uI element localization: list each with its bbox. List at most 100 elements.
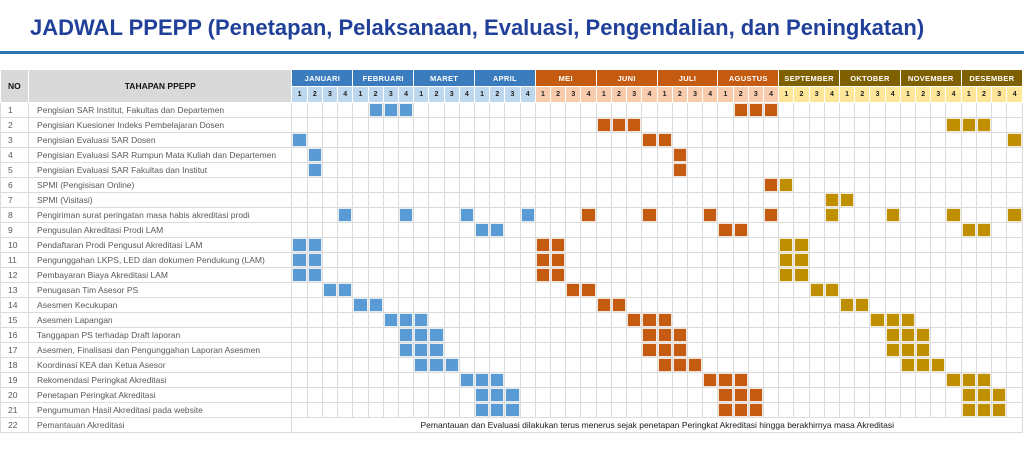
gantt-filled-cell [291, 252, 308, 268]
gantt-empty-cell [656, 192, 673, 208]
task-number: 14 [0, 297, 30, 313]
gantt-empty-cell [504, 372, 521, 388]
gantt-empty-cell [793, 117, 810, 133]
gantt-empty-cell [717, 252, 734, 268]
week-number-header: 2 [671, 86, 688, 103]
task-label: Asesmen, Finalisasi dan Pengunggahan Lap… [28, 342, 293, 358]
gantt-empty-cell [352, 402, 369, 418]
gantt-empty-cell [945, 342, 962, 358]
gantt-empty-cell [717, 342, 734, 358]
gantt-empty-cell [823, 147, 841, 163]
gantt-empty-cell [626, 192, 643, 208]
gantt-empty-cell [991, 132, 1008, 148]
gantt-empty-cell [747, 147, 764, 163]
gantt-empty-cell [884, 372, 901, 388]
gantt-empty-cell [991, 117, 1008, 133]
gantt-empty-cell [550, 117, 567, 133]
month-header-september: SEPTEMBER [778, 69, 841, 87]
gantt-empty-cell [793, 132, 810, 148]
gantt-empty-cell [762, 132, 780, 148]
gantt-filled-cell [793, 237, 810, 253]
gantt-filled-cell [473, 372, 491, 388]
gantt-empty-cell [671, 402, 688, 418]
gantt-empty-cell [595, 282, 612, 298]
gantt-empty-cell [519, 312, 536, 328]
gantt-empty-cell [367, 267, 384, 283]
gantt-empty-cell [306, 342, 323, 358]
gantt-empty-cell [595, 192, 612, 208]
gantt-empty-cell [747, 357, 764, 373]
gantt-empty-cell [945, 162, 962, 178]
gantt-empty-cell [869, 342, 886, 358]
gantt-empty-cell [489, 267, 506, 283]
gantt-filled-cell [397, 327, 415, 343]
gantt-empty-cell [945, 237, 962, 253]
gantt-empty-cell [306, 327, 323, 343]
table-row: 11 Pengunggahan LKPS, LED dan dokumen Pen… [0, 252, 1023, 268]
gantt-empty-cell [839, 372, 856, 388]
gantt-empty-cell [762, 372, 780, 388]
gantt-empty-cell [291, 342, 308, 358]
gantt-empty-cell [717, 102, 734, 118]
gantt-empty-cell [884, 162, 901, 178]
week-number-header: 2 [489, 86, 506, 103]
gantt-empty-cell [686, 192, 704, 208]
gantt-empty-cell [732, 267, 749, 283]
gantt-filled-cell [899, 327, 917, 343]
gantt-empty-cell [413, 117, 430, 133]
gantt-empty-cell [686, 132, 704, 148]
week-number-header: 4 [580, 86, 597, 103]
table-row: 17 Asesmen, Finalisasi dan Pengunggahan L… [0, 342, 1023, 358]
gantt-empty-cell [291, 222, 308, 238]
gantt-filled-cell [899, 342, 917, 358]
gantt-empty-cell [534, 207, 552, 223]
gantt-empty-cell [702, 252, 719, 268]
gantt-filled-cell [975, 387, 993, 403]
gantt-empty-cell [580, 222, 597, 238]
table-row: 16 Tanggapan PS terhadap Draft laporan [0, 327, 1023, 343]
gantt-empty-cell [778, 282, 795, 298]
gantt-empty-cell [854, 327, 871, 343]
gantt-empty-cell [808, 162, 825, 178]
gantt-empty-cell [534, 312, 552, 328]
gantt-empty-cell [626, 237, 643, 253]
gantt-empty-cell [489, 252, 506, 268]
gantt-empty-cell [382, 372, 399, 388]
gantt-empty-cell [291, 372, 308, 388]
gantt-empty-cell [382, 192, 399, 208]
week-number-header: 2 [975, 86, 993, 103]
gantt-empty-cell [930, 267, 947, 283]
gantt-empty-cell [428, 117, 445, 133]
gantt-empty-cell [367, 312, 384, 328]
gantt-filled-cell [534, 267, 552, 283]
gantt-empty-cell [413, 267, 430, 283]
gantt-filled-cell [717, 372, 734, 388]
gantt-empty-cell [565, 297, 582, 313]
gantt-filled-cell [397, 102, 415, 118]
gantt-empty-cell [443, 342, 460, 358]
gantt-empty-cell [762, 162, 780, 178]
gantt-filled-cell [717, 402, 734, 418]
week-number-header: 4 [641, 86, 658, 103]
table-row: 10 Pendaftaran Prodi Pengusul Akreditasi … [0, 237, 1023, 253]
gantt-empty-cell [413, 297, 430, 313]
gantt-empty-cell [762, 222, 780, 238]
gantt-empty-cell [458, 222, 476, 238]
gantt-empty-cell [808, 252, 825, 268]
gantt-empty-cell [702, 222, 719, 238]
gantt-filled-cell [975, 117, 993, 133]
task-label: Rekomendasi Peringkat Akreditasi [28, 372, 293, 388]
gantt-empty-cell [291, 207, 308, 223]
gantt-empty-cell [671, 387, 688, 403]
gantt-empty-cell [519, 117, 536, 133]
gantt-empty-cell [975, 357, 993, 373]
gantt-empty-cell [747, 117, 764, 133]
gantt-empty-cell [489, 327, 506, 343]
gantt-empty-cell [504, 147, 521, 163]
gantt-empty-cell [778, 357, 795, 373]
gantt-empty-cell [580, 162, 597, 178]
gantt-empty-cell [686, 237, 704, 253]
gantt-empty-cell [337, 342, 354, 358]
gantt-empty-cell [793, 102, 810, 118]
gantt-empty-cell [1006, 177, 1023, 193]
